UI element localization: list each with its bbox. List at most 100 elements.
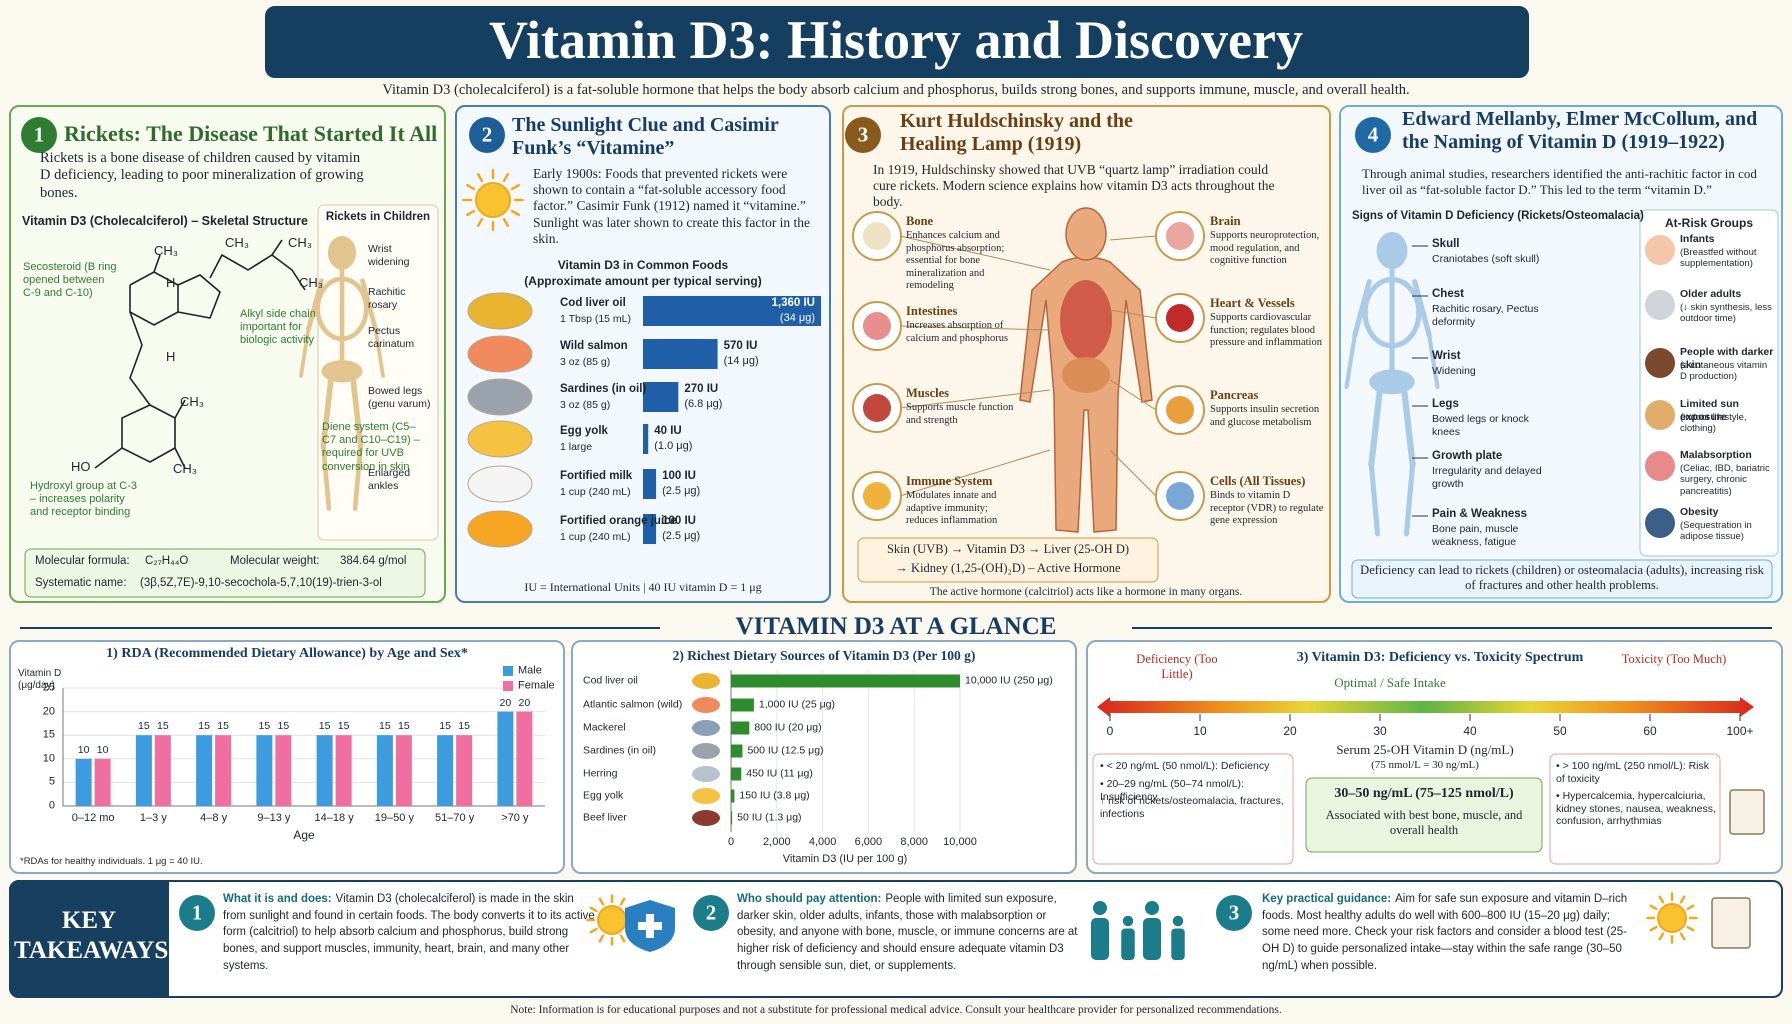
- y-tick-label: 20: [42, 705, 55, 717]
- atom-label: CH₃: [173, 461, 198, 477]
- takeaway-text: Aim for safe sun exposure and vitamin D–…: [1262, 893, 1628, 972]
- food-name: Wild salmon: [560, 340, 628, 352]
- sun-ray: [1686, 904, 1695, 911]
- value-label: 50 IU (1.3 μg): [737, 811, 802, 824]
- food-icon: [692, 720, 720, 736]
- number-badge: [1216, 895, 1252, 931]
- risk-icon: [1645, 508, 1675, 538]
- tick-label: 30: [1373, 724, 1387, 738]
- data-label: 15: [157, 720, 169, 733]
- sun-ray: [465, 183, 476, 191]
- title-bar: [265, 6, 1529, 78]
- sun-ray: [476, 217, 484, 228]
- legend-swatch: [503, 681, 513, 691]
- risk-text: (indoor lifestyle, clothing): [1680, 412, 1747, 435]
- x-tick-label: 4–8 y: [200, 812, 228, 824]
- panel-text: Early 1900s: Foods that prevented ricket…: [533, 166, 811, 246]
- panel-title: The Sunlight Clue and Casimir Funk’s “Vi…: [512, 114, 779, 159]
- spectrum-bar: [1097, 697, 1754, 717]
- data-label: 10: [77, 743, 90, 756]
- optimal-box: [1305, 777, 1543, 853]
- food-icon: [692, 788, 720, 804]
- tick-label: 50: [1553, 724, 1567, 738]
- panel-title: Kurt Huldschinsky and the Healing Lamp (…: [900, 110, 1133, 155]
- number-badge-label: 3: [857, 122, 869, 147]
- panel-text: Rickets is a bone disease of children ca…: [40, 150, 364, 201]
- atom-label: HO: [71, 459, 91, 475]
- food-serving: 1 cup (240 mL): [560, 486, 631, 498]
- risk-text: (↓ skin synthesis, less outdoor time): [1680, 302, 1772, 325]
- category-label: Beef liver: [583, 811, 627, 824]
- sign-text: Rachitic rosary, Pectus deformity: [1432, 303, 1539, 328]
- x-tick-label: 4,000: [808, 836, 837, 848]
- value-label: 40 IU: [654, 425, 682, 437]
- organ-icon-fill: [1166, 304, 1194, 332]
- skeleton-bone: [1368, 389, 1383, 468]
- sun-ray: [619, 934, 626, 943]
- risk-name: Older adults: [1680, 288, 1742, 300]
- organ-name: Brain: [1210, 214, 1241, 228]
- value-label: 450 IU (11 μg): [746, 767, 813, 780]
- footer-box: [1351, 559, 1773, 599]
- toxicity-note: • > 100 ng/mL (250 nmol/L): Risk of toxi…: [1556, 760, 1709, 785]
- molecule-bond: [121, 404, 176, 463]
- sun-ray: [476, 172, 484, 183]
- annotation: Diene system (C5–C7 and C10–C19) – requi…: [322, 421, 420, 473]
- risk-name: Malabsorption: [1680, 449, 1752, 461]
- rickets-title: Rickets in Children: [325, 211, 431, 223]
- data-label: 15: [258, 720, 271, 733]
- molecule-bond: [129, 311, 151, 406]
- organ-name: Intestines: [906, 304, 958, 318]
- molecule-bond: [153, 254, 161, 273]
- food-serving: 1 cup (240 mL): [560, 531, 631, 543]
- bar: [731, 744, 743, 758]
- deficiency-label: Deficiency (Too Little): [1136, 652, 1218, 681]
- data-label: 15: [318, 720, 331, 733]
- value-sublabel: (2.5 μg): [662, 530, 701, 542]
- organ-name: Immune System: [906, 474, 993, 488]
- sun-ray: [510, 209, 521, 217]
- number-badge: [21, 117, 57, 153]
- organ-icon-fill: [1166, 396, 1194, 424]
- atom-label: CH₃: [154, 243, 179, 259]
- sign-text: Bowed legs or knock knees: [1432, 413, 1529, 438]
- food-serving: 3 oz (85 g): [560, 356, 611, 368]
- bar: [731, 698, 754, 712]
- sun-ray: [1658, 932, 1665, 941]
- risk-icon: [1645, 235, 1675, 265]
- takeaway-text: Key practical guidance: Aim for safe sun …: [1262, 891, 1632, 974]
- tick-label: 60: [1643, 724, 1657, 738]
- skeleton-bone: [1412, 279, 1432, 338]
- atom-label: CH₃: [225, 235, 250, 251]
- sun-ray: [502, 217, 510, 228]
- value-label: 270 IU: [684, 383, 719, 395]
- risk-text: (↓ cutaneous vitamin D production): [1680, 360, 1768, 383]
- sun-ray: [598, 897, 605, 906]
- number-badge: [693, 895, 729, 931]
- deficiency-note: ↑ risk of rickets/osteomalacia, fracture…: [1100, 795, 1284, 820]
- skeleton-bone: [1368, 461, 1381, 537]
- number-badge-label: 1: [191, 900, 203, 925]
- weight-label: Molecular weight:: [230, 555, 320, 567]
- data-label: 10: [96, 743, 109, 756]
- organ-name: Cells (All Tissues): [1210, 474, 1306, 488]
- optimal-text: Associated with best bone, muscle, and o…: [1325, 808, 1523, 837]
- skeleton-bone: [360, 278, 378, 332]
- food-icon: [692, 697, 720, 713]
- body-head: [1065, 207, 1107, 261]
- data-label: 15: [337, 720, 350, 733]
- number-badge: [1355, 117, 1391, 153]
- atom-label: CH₃: [299, 275, 324, 291]
- section-title: VITAMIN D3 AT A GLANCE: [735, 613, 1057, 640]
- value-label: 500 IU (12.5 μg): [747, 744, 824, 757]
- takeaway-text: Who should pay attention: People with lim…: [737, 891, 1079, 974]
- category-label: Atlantic salmon (wild): [583, 698, 683, 711]
- takeaways-label-box: [9, 880, 169, 998]
- food-name: Cod liver oil: [560, 297, 626, 309]
- atom-label: H: [166, 275, 176, 291]
- sun-ray: [465, 209, 476, 217]
- skeleton-pelvis: [321, 360, 363, 383]
- data-label: 15: [458, 720, 470, 733]
